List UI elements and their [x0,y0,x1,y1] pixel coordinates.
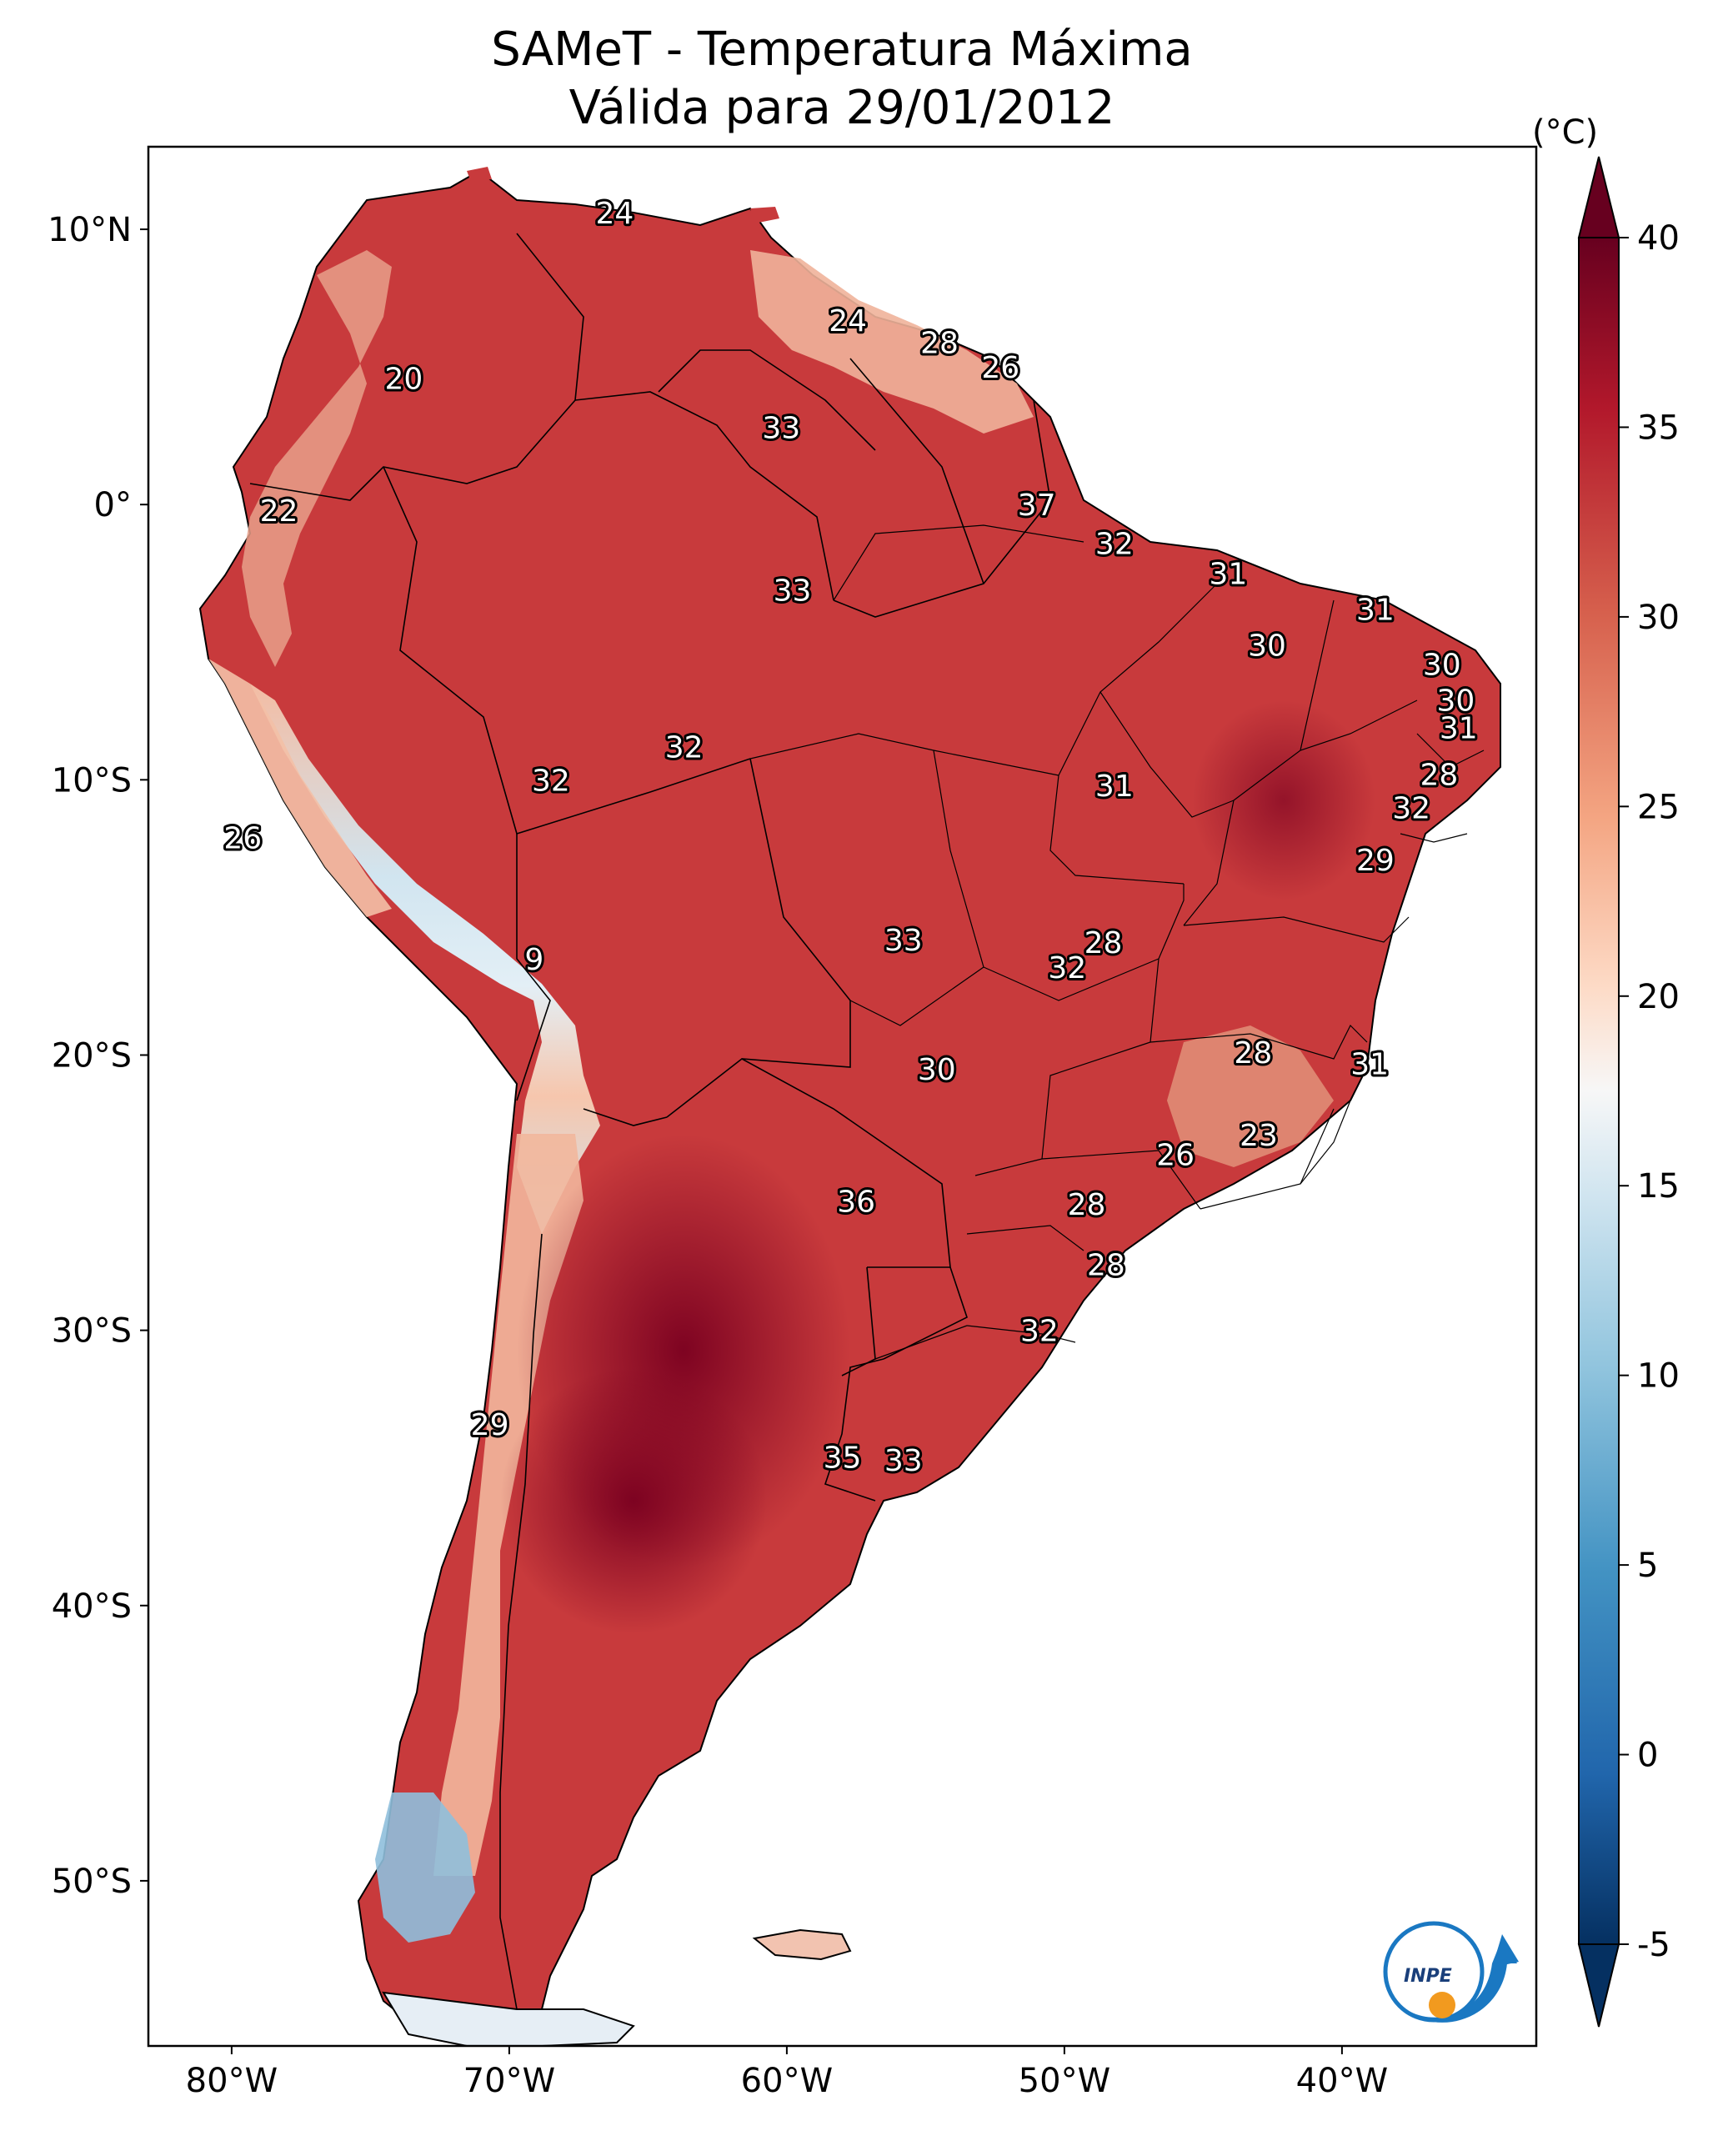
andes-cold-strip [250,684,600,1234]
map-frame [147,145,1538,2048]
lat-tick-label: 10°N [48,211,132,249]
colorbar-unit-label: (°C) [1532,113,1598,152]
temperature-value-label: 30 [1248,629,1286,664]
temperature-value-label: 32 [1020,1315,1059,1349]
lat-tick-label: 50°S [52,1863,132,1901]
inpe-logo: INPE [1383,1921,1519,2023]
temperature-value-label: 31 [1350,1047,1389,1081]
temperature-value-label: 37 [1018,489,1056,523]
temperature-value-label: 28 [1234,1036,1272,1070]
temperature-value-label: 31 [1440,712,1478,746]
temperature-value-label: 26 [223,822,262,856]
pampas-hot-core [500,1367,767,1634]
colorbar-tick-label: 10 [1637,1357,1680,1396]
temperature-value-label: 26 [1156,1138,1195,1172]
colorbar-tick-label: 40 [1637,219,1680,258]
temperature-map [148,147,1536,2046]
inpe-logo-swoosh-icon [1384,1938,1517,2023]
northeast-hot-core [1192,700,1375,900]
temperature-value-label: 28 [1087,1248,1125,1282]
temperature-value-label: 32 [532,764,570,798]
temperature-value-label: 24 [596,197,634,231]
temperature-value-label: 31 [1095,770,1134,804]
temperature-value-label: 30 [1423,649,1461,683]
lon-tick-label: 70°W [463,2062,555,2100]
inpe-logo-text: INPE [1404,1966,1452,1987]
temperature-value-label: 32 [1392,791,1430,825]
temperature-value-label: 32 [1095,527,1134,561]
colorbar-tick-label: 0 [1637,1737,1658,1775]
temperature-value-label: 29 [1356,844,1395,878]
temperature-value-label: 30 [1437,684,1475,719]
colorbar-tick-label: 15 [1637,1167,1680,1206]
temperature-value-label: 24 [829,304,867,338]
colorbar-tick-label: 30 [1637,599,1680,637]
temperature-value-label: 31 [1209,558,1247,592]
temperature-value-label: 9 [524,943,543,977]
state-borders [749,524,1485,1360]
lat-tick-label: 20°S [52,1036,132,1075]
lat-tick-label: 30°S [52,1312,132,1351]
temperature-value-label: 32 [665,731,704,765]
patagonia-cold-patch [375,1792,475,1943]
colorbar-max-extend-triangle [1577,156,1620,238]
colorbar-gradient [1578,237,1620,1945]
temperature-value-labels: 2424282620333732223133313030303128323232… [221,194,1480,1481]
lat-tick-label: 0° [94,486,132,524]
temperature-value-label: 32 [1048,951,1086,985]
temperature-value-label: 33 [762,412,800,446]
colorbar-tick-label: 5 [1637,1547,1658,1585]
colorbar: (°C) 40 35 30 25 20 15 10 5 0 -5 [1532,113,1680,2028]
inpe-logo-orange-dot [1429,1992,1455,2018]
temperature-value-label: 20 [384,362,423,396]
guiana-warm-coast [750,250,1034,434]
temperature-value-label: 29 [471,1408,509,1442]
temperature-value-label: 28 [1420,759,1459,793]
temperature-value-label: 28 [1084,926,1123,960]
lon-tick-label: 50°W [1019,2062,1110,2100]
colorbar-ticks: 40 35 30 25 20 15 10 5 0 -5 [1619,219,1680,1964]
colorbar-tick-label: 35 [1637,409,1680,447]
temperature-value-label: 33 [884,1444,923,1478]
colorbar-tick-label: -5 [1637,1926,1670,1964]
temperature-value-label: 28 [1068,1188,1106,1222]
colorbar-tick-label: 25 [1637,788,1680,826]
temperature-value-label: 30 [918,1053,956,1087]
colorbar-tick-label: 20 [1637,978,1680,1016]
colorbar-min-extend-triangle [1577,1943,1620,2028]
temperature-value-label: 36 [837,1185,875,1219]
temperature-value-label: 28 [920,326,959,360]
inpe-logo-arrow-icon [1492,1934,1519,1968]
coastal-warm-band [208,659,392,917]
temperature-value-label: 31 [1356,594,1395,628]
temperature-value-label: 33 [884,924,923,958]
tierra-del-fuego [382,1991,635,2046]
falkland-islands [752,1928,852,1961]
country-borders [249,233,1051,2010]
temperature-value-label: 33 [774,574,812,609]
latitude-axis: 10°N 0° 10°S 20°S 30°S 40°S 50°S [48,211,148,1901]
temperature-value-label: 23 [1240,1119,1278,1153]
map-subtitle: Válida para 29/01/2012 [568,81,1115,135]
lat-tick-label: 40°S [52,1587,132,1626]
temperature-value-label: 35 [824,1441,862,1475]
southeast-brazil-warm-patch [1167,1025,1334,1167]
map-title: SAMeT - Temperatura Máxima [491,23,1193,77]
lat-tick-label: 10°S [52,761,132,800]
temperature-value-label: 22 [260,494,298,529]
northern-andes-cool-band [242,250,392,667]
lon-tick-label: 60°W [741,2062,833,2100]
lon-tick-label: 80°W [186,2062,278,2100]
longitude-axis: 80°W 70°W 60°W 50°W 40°W [186,2046,1388,2100]
temperature-value-label: 26 [981,351,1019,385]
lon-tick-label: 40°W [1296,2062,1388,2100]
